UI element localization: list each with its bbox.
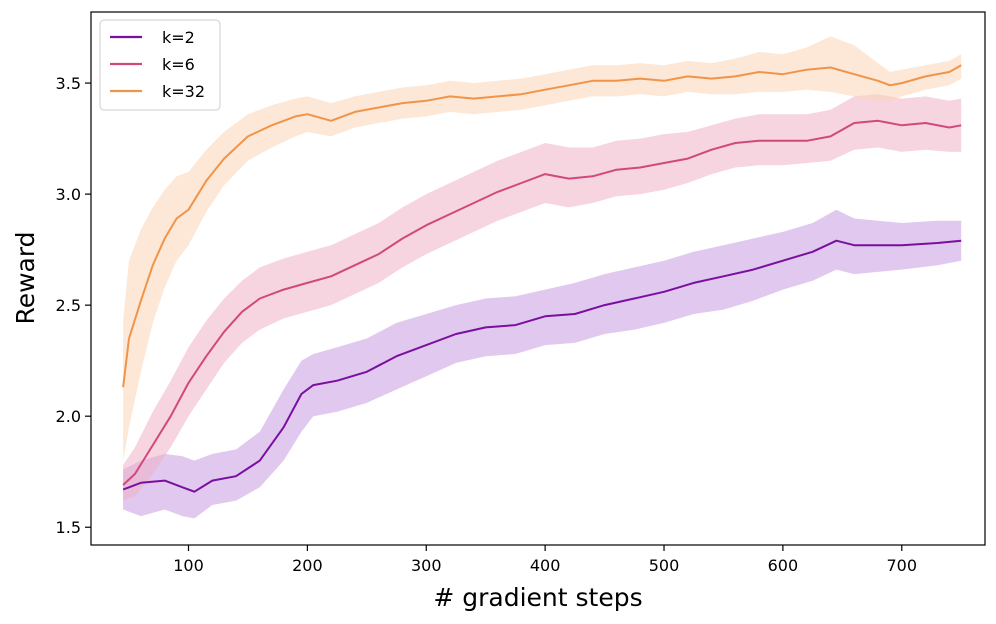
x-axis-label: # gradient steps (433, 583, 642, 612)
legend-label-k2: k=2 (162, 28, 195, 47)
legend-label-k6: k=6 (162, 55, 195, 74)
y-axis-ticks: 1.5 2.0 2.5 3.0 3.5 (56, 74, 91, 537)
y-tick-label: 3.0 (56, 185, 81, 204)
x-tick-label: 300 (411, 556, 442, 575)
x-axis-ticks: 100 200 300 400 500 600 700 (173, 545, 917, 575)
plot-frame (90, 11, 986, 546)
y-tick-label: 3.5 (56, 74, 81, 93)
x-tick-label: 500 (649, 556, 680, 575)
series-lines (122, 64, 962, 493)
x-tick-label: 700 (887, 556, 918, 575)
x-tick-label: 600 (768, 556, 799, 575)
y-axis-label: Reward (11, 231, 40, 324)
line-k32 (122, 64, 962, 388)
x-tick-label: 400 (530, 556, 561, 575)
y-tick-label: 2.0 (56, 407, 81, 426)
x-tick-label: 100 (173, 556, 204, 575)
band-k32 (123, 36, 962, 461)
x-tick-label: 200 (292, 556, 323, 575)
band-k2 (123, 209, 962, 519)
line-k2 (122, 239, 962, 493)
legend-box (99, 19, 221, 111)
legend-label-k32: k=32 (162, 82, 205, 101)
y-tick-label: 2.5 (56, 296, 81, 315)
y-tick-label: 1.5 (56, 518, 81, 537)
line-k6 (122, 119, 962, 486)
legend: k=2 k=6 k=32 (99, 19, 221, 111)
